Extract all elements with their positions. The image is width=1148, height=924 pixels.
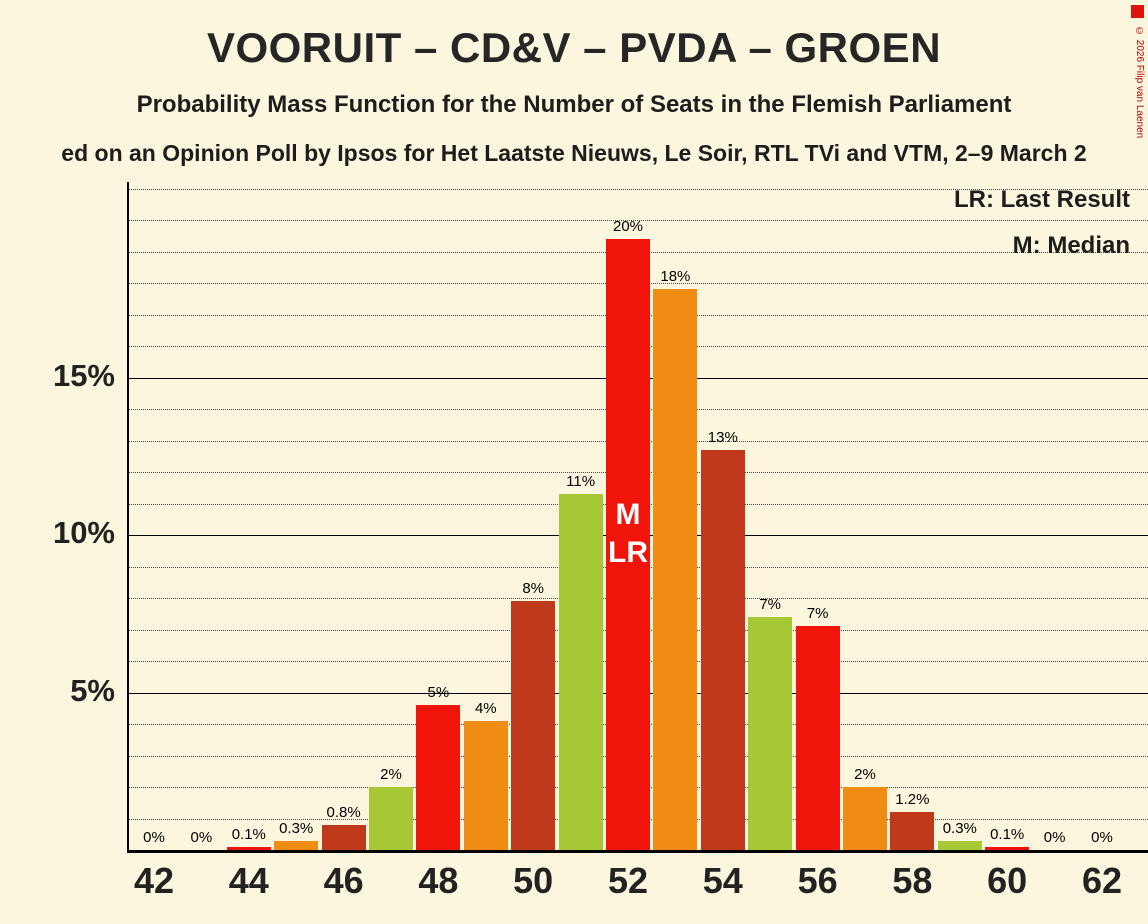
bar-seat-52 xyxy=(606,239,650,850)
bar-seat-45 xyxy=(274,841,319,850)
bar-value-label-57: 2% xyxy=(854,766,876,783)
bar-seat-51 xyxy=(558,494,603,850)
x-axis-label-46: 46 xyxy=(323,860,364,901)
bar-seat-48 xyxy=(416,705,461,850)
bar-seat-50 xyxy=(511,601,556,850)
bar-value-label-45: 0.3% xyxy=(279,820,314,837)
chart-title: VOORUIT – CD&V – PVDA – GROEN xyxy=(206,24,942,71)
bar-value-label-61: 0% xyxy=(1043,829,1066,846)
x-axis-label-44: 44 xyxy=(228,860,269,901)
bar-value-label-43: 0% xyxy=(190,829,213,846)
bar-value-label-48: 5% xyxy=(427,684,450,701)
median-last-result-marker: M LR xyxy=(608,497,648,569)
bar-seat-57 xyxy=(843,787,887,850)
legend: LR: Last Result M: Median xyxy=(954,186,1130,278)
bar-value-label-62: 0% xyxy=(1091,829,1113,846)
bar-value-label-54: 13% xyxy=(707,429,738,446)
plot-area: 5% 10% 15% 42 44 46 48 50 52 54 56 58 60 62 0% 0% 0.1% 0.… xyxy=(53,182,1148,901)
bar-seat-55 xyxy=(748,617,793,850)
x-axis-label-52: 52 xyxy=(607,860,649,901)
y-axis-label-15: 15% xyxy=(52,357,115,393)
copyright-text: © 2026 Filip van Laenen xyxy=(1134,26,1145,139)
gridline-21pct xyxy=(129,188,1148,190)
y-axis-label-5: 5% xyxy=(70,672,115,708)
legend-median: M: Median xyxy=(1012,232,1130,259)
bar-value-label-59: 0.3% xyxy=(942,820,977,837)
bar-value-label-49: 4% xyxy=(474,700,497,717)
bar-value-label-58: 1.2% xyxy=(895,791,930,808)
bar-seat-58 xyxy=(890,812,935,850)
bar-value-label-60: 0.1% xyxy=(990,826,1025,843)
x-axis-label-54: 54 xyxy=(702,860,743,901)
x-axis-label-56: 56 xyxy=(797,860,838,901)
x-axis-label-42: 42 xyxy=(133,860,175,901)
bar-seat-46 xyxy=(321,825,366,850)
x-axis-label-58: 58 xyxy=(892,860,933,901)
bar-value-label-52: 20% xyxy=(612,218,644,235)
x-axis-label-50: 50 xyxy=(513,860,554,901)
bar-seat-47 xyxy=(369,787,413,850)
bar-value-label-42: 0% xyxy=(143,829,165,846)
x-axis-label-60: 60 xyxy=(987,860,1028,901)
corner-logo-square xyxy=(1131,5,1144,18)
bar-value-label-47: 2% xyxy=(380,766,402,783)
bar-seat-60 xyxy=(985,847,1030,850)
bar-value-label-44: 0.1% xyxy=(231,826,266,843)
bar-seat-54 xyxy=(700,450,745,850)
bar-value-label-56: 7% xyxy=(806,605,829,622)
bar-seat-44 xyxy=(226,847,271,850)
chart-subtitle: Probability Mass Function for the Number… xyxy=(136,91,1012,118)
bar-value-label-55: 7% xyxy=(759,596,782,613)
bar-value-label-50: 8% xyxy=(522,580,545,597)
x-axis-label-48: 48 xyxy=(418,860,459,901)
bar-seat-59 xyxy=(937,841,982,850)
bar-value-label-53: 18% xyxy=(660,268,691,285)
gridline-20pct xyxy=(129,220,1148,221)
y-axis-label-10: 10% xyxy=(52,515,115,550)
legend-last-result: LR: Last Result xyxy=(953,186,1130,213)
chart-source-line: ed on an Opinion Poll by Ipsos for Het L… xyxy=(61,140,1087,166)
bar-seat-53 xyxy=(653,289,698,850)
bar-value-label-51: 11% xyxy=(566,473,596,490)
bar-seat-49 xyxy=(463,721,508,850)
bar-seat-56 xyxy=(795,626,840,850)
bar-value-label-46: 0.8% xyxy=(326,804,361,821)
x-axis-label-62: 62 xyxy=(1081,860,1123,901)
